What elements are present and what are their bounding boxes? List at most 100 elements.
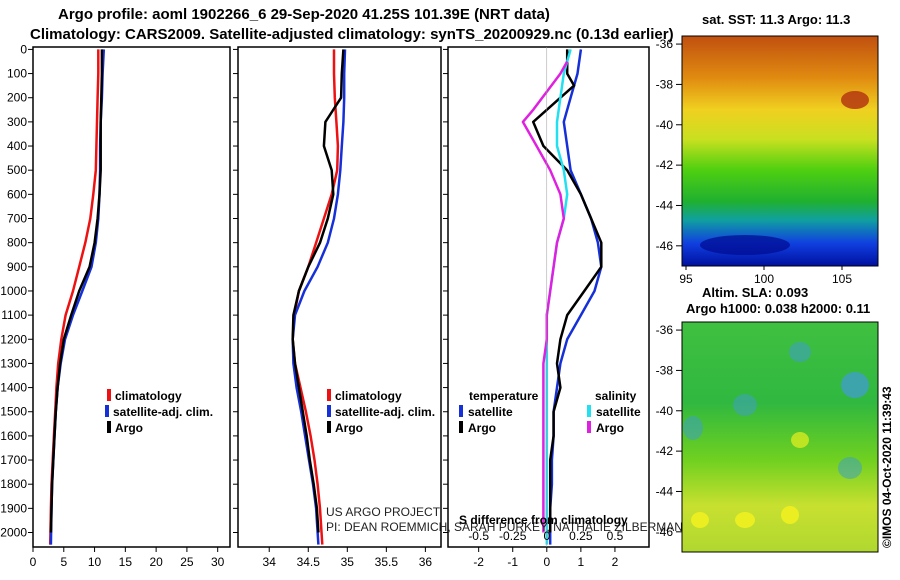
sst-map: -36 -38 -40 -42 -44 -46 95 100 105 [656, 35, 879, 286]
depth-tick-label: 0 [20, 42, 27, 56]
x-tick-label: 34.5 [297, 555, 321, 569]
legend-label-argo: Argo [115, 421, 143, 435]
x-tick-label: 1 [578, 555, 585, 569]
depth-tick-label: 300 [7, 115, 27, 129]
legend-label-temp-argo: Argo [468, 421, 496, 435]
legend-label-climatology: climatology [115, 389, 182, 403]
credits-line-1: US ARGO PROJECT [326, 505, 441, 519]
sla-low-eddy [789, 342, 811, 362]
difference-series [521, 47, 603, 547]
title-line-2: Climatology: CARS2009. Satellite-adjuste… [30, 26, 674, 43]
lat-tick-label: -38 [656, 77, 674, 91]
sla-high-eddy [791, 432, 809, 448]
legend-label-sal-argo: Argo [596, 421, 624, 435]
depth-tick-label: 1300 [0, 356, 27, 370]
sst-cold-patch [700, 235, 790, 255]
series-argo [291, 49, 345, 533]
legend-swatch-satellite [105, 405, 109, 417]
salinity-diff-tick-label: 0.25 [569, 529, 593, 543]
depth-tick-label: 1500 [0, 405, 27, 419]
credits-line-2: PI: DEAN ROEMMICH, SARAH PURKEY, NATHALI… [326, 520, 771, 534]
depth-tick-label: 1600 [0, 429, 27, 443]
x-tick-label: 30 [211, 555, 225, 569]
depth-tick-label: 700 [7, 211, 27, 225]
lat-tick-label: -46 [656, 525, 674, 539]
sla-low-eddy [683, 416, 703, 440]
x-tick-label: 34 [263, 555, 277, 569]
temperature-legend: climatology satellite-adj. clim. Argo [105, 389, 213, 435]
sst-warm-patch [841, 91, 869, 109]
legend-label-temp-satellite: satellite [468, 405, 513, 419]
sla-low-eddy [838, 457, 862, 479]
legend-swatch-satellite [327, 405, 331, 417]
sla-high-eddy [735, 512, 755, 528]
legend-swatch-sal-argo [587, 421, 591, 433]
sla-low-eddy [841, 372, 869, 398]
legend-swatch-argo [327, 421, 331, 433]
x-tick-label: 35.5 [375, 555, 399, 569]
depth-tick-label: 400 [7, 139, 27, 153]
sst-map-image [682, 36, 878, 266]
depth-tick-label: 800 [7, 236, 27, 250]
salinity-legend: climatology satellite-adj. clim. Argo [327, 389, 435, 435]
sst-map-axes: -36 -38 -40 -42 -44 -46 95 100 105 [656, 37, 853, 286]
sla-map-frame [681, 321, 879, 553]
lat-tick-label: -40 [656, 118, 674, 132]
depth-tick-label: 1900 [0, 501, 27, 515]
x-tick-label: 2 [612, 555, 619, 569]
depth-tick-label: 100 [7, 67, 27, 81]
salinity-diff-tick-label: -0.25 [499, 529, 527, 543]
depth-tick-label: 1400 [0, 381, 27, 395]
legend-swatch-sal-satellite [587, 405, 591, 417]
legend-swatch-climatology [107, 389, 111, 401]
title-line-1: Argo profile: aoml 1902266_6 29-Sep-2020… [58, 6, 550, 23]
depth-tick-label: 1200 [0, 332, 27, 346]
lat-tick-label: -46 [656, 239, 674, 253]
legend-label-climatology: climatology [335, 389, 402, 403]
legend-header-temperature: temperature [469, 389, 539, 403]
temperature-series [48, 49, 106, 545]
temperature-plot-frame [32, 46, 231, 548]
lat-tick-label: -36 [656, 37, 674, 51]
x-tick-label: 0 [30, 555, 37, 569]
salinity-plot-frame [237, 46, 442, 548]
x-tick-label: 36 [419, 555, 433, 569]
salinity-diff-tick-label: 0.5 [607, 529, 624, 543]
sst-map-frame [681, 35, 879, 267]
x-axes: 0 5 10 15 20 25 30 34 34.5 35 35.5 36 -2 -1 0 1 2 -0.5 -0.… [30, 529, 624, 569]
legend-label-satellite: satellite-adj. clim. [335, 405, 435, 419]
legend-header-salinity: salinity [595, 389, 637, 403]
depth-tick-label: 1100 [1, 308, 27, 322]
lat-tick-label: -38 [656, 363, 674, 377]
depth-tick-label: 500 [7, 163, 27, 177]
lat-tick-label: -40 [656, 404, 674, 418]
lat-tick-label: -44 [656, 484, 674, 498]
depth-tick-label: 1700 [0, 453, 27, 467]
legend-swatch-argo [107, 421, 111, 433]
sla-high-eddy [691, 512, 709, 528]
sla-map-image [682, 322, 878, 552]
depth-tick-label: 2000 [0, 526, 27, 540]
x-tick-label: -1 [507, 555, 518, 569]
x-tick-label: 10 [88, 555, 102, 569]
x-tick-label: 20 [149, 555, 163, 569]
sla-low-eddy [733, 394, 757, 416]
sla-high-eddy [781, 506, 799, 524]
x-tick-label: 25 [180, 555, 194, 569]
lat-tick-label: -42 [656, 444, 674, 458]
x-tick-label: 15 [119, 555, 133, 569]
salinity-diff-tick-label: -0.5 [468, 529, 489, 543]
depth-tick-label: 1000 [0, 284, 27, 298]
sla-map: -36 -38 -40 -42 -44 -46 [656, 321, 879, 553]
x-tick-label: 0 [543, 555, 550, 569]
depth-axis: 0 100 200 300 400 500 600 700 800 900 1000 1100 1200… [0, 42, 448, 540]
difference-legend: temperature salinity satellite Argo sate… [459, 389, 641, 435]
depth-tick-label: 900 [7, 260, 27, 274]
lat-tick-label: -44 [656, 198, 674, 212]
sst-map-title: sat. SST: 11.3 Argo: 11.3 [702, 12, 851, 27]
lon-tick-label: 105 [832, 272, 852, 286]
sla-map-axes: -36 -38 -40 -42 -44 -46 [656, 323, 682, 539]
lon-tick-label: 100 [754, 272, 774, 286]
